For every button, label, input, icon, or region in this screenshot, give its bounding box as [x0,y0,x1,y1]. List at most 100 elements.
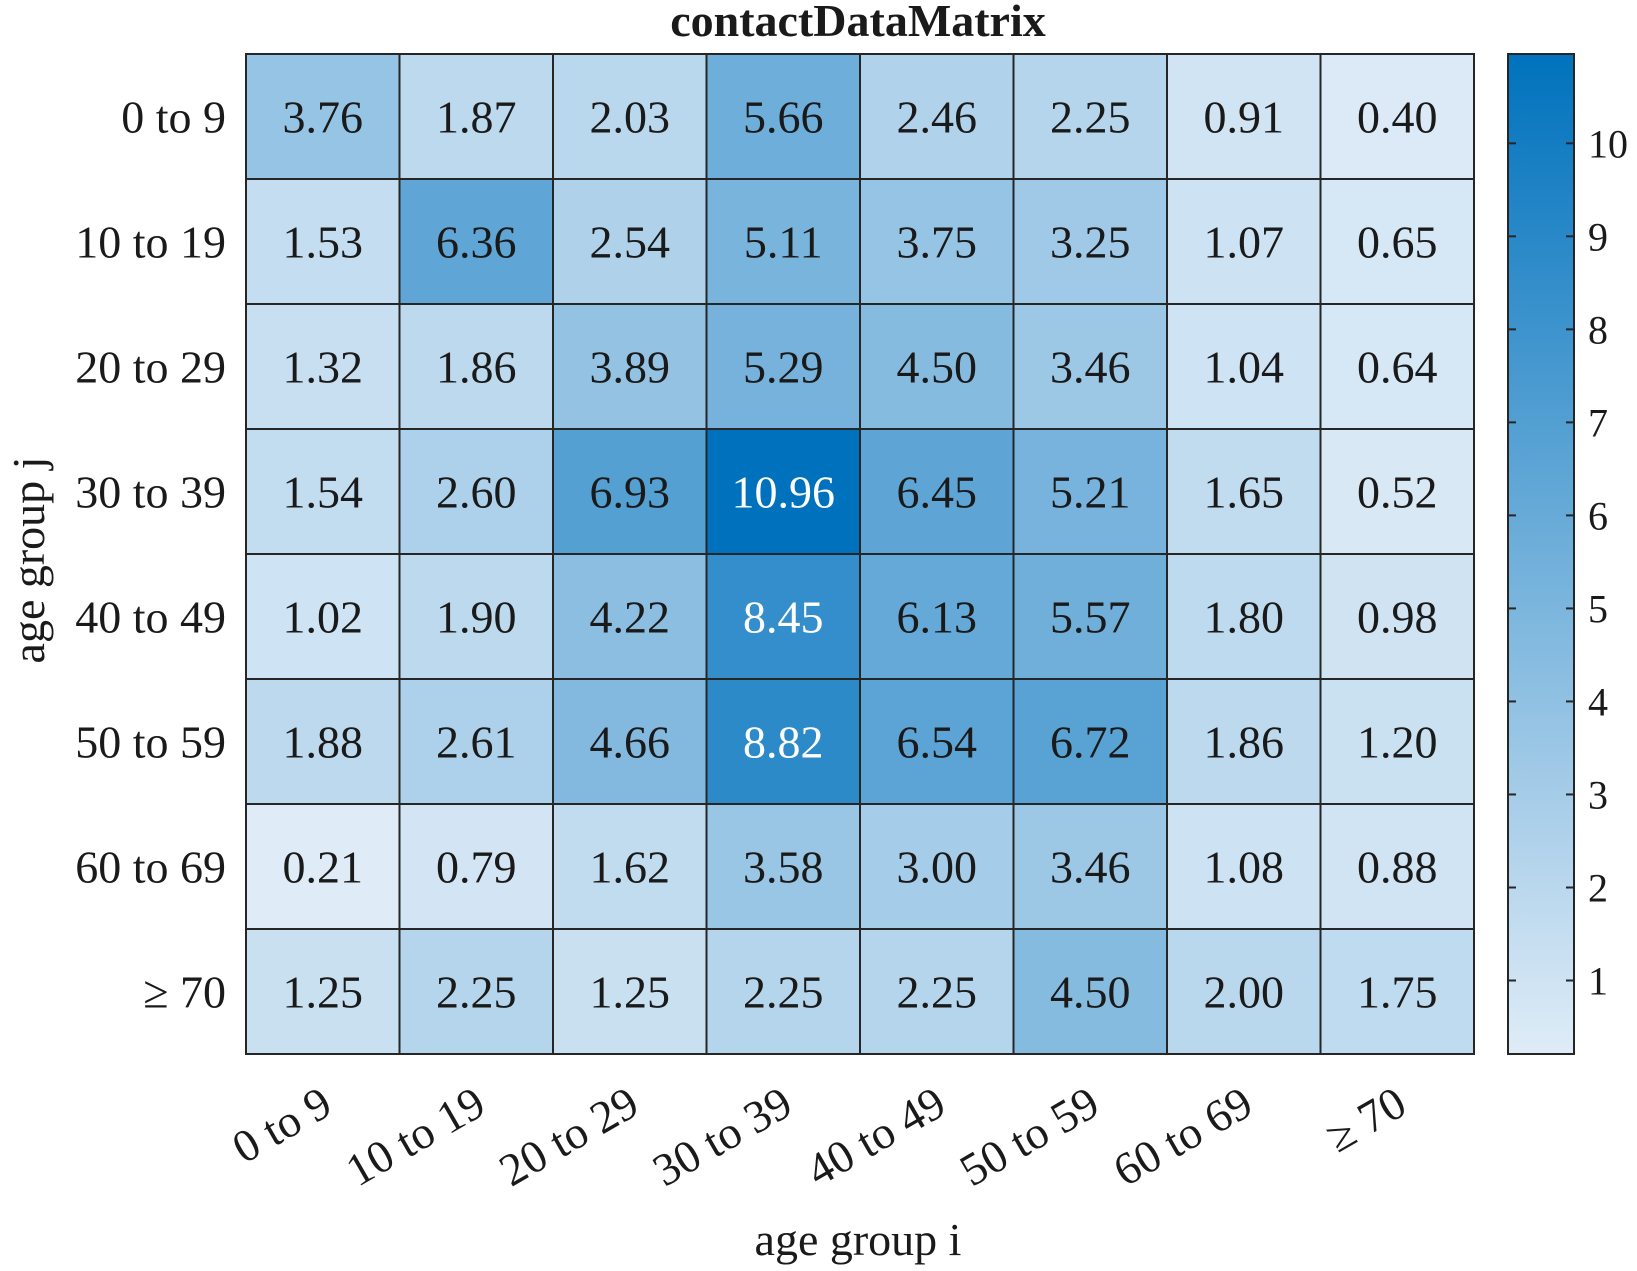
cell-value-label: 1.04 [1204,342,1285,393]
x-tick-label: 50 to 59 [951,1076,1107,1196]
heatmap-cell [705,553,861,680]
cell-value-label: 10.96 [732,467,836,518]
heatmap-cell [398,803,554,930]
cell-value-label: 1.80 [1204,592,1285,643]
heatmap-cell [245,928,401,1055]
y-tick-labels: 0 to 9 10 to 19 20 to 29 30 to 39 40 to 49 50… [75,92,226,1018]
heatmap-cell [552,678,708,805]
cell-value-label: 1.02 [283,592,364,643]
cell-value-label: 1.25 [590,967,671,1018]
heatmap-cell [859,678,1015,805]
heatmap-cell [859,428,1015,555]
heatmap-cell [705,303,861,430]
cell-value-label: 3.58 [743,842,824,893]
cell-value-label: 0.79 [436,842,517,893]
heatmap-cell [1166,678,1322,805]
colorbar-tick-label: 5 [1588,586,1608,631]
cell-value-label: 1.87 [436,92,517,143]
heatmap-cell [245,803,401,930]
heatmap-cell [245,428,401,555]
cell-value-label: 3.25 [1050,217,1131,268]
cell-value-label: 0.64 [1357,342,1438,393]
heatmap-cell [398,303,554,430]
cell-value-label: 3.46 [1050,342,1131,393]
cell-value-label: 2.00 [1204,967,1285,1018]
cell-value-label: 1.53 [283,217,364,268]
cell-value-label: 3.46 [1050,842,1131,893]
cell-value-label: 1.32 [283,342,364,393]
cell-value-label: 1.75 [1357,967,1438,1018]
y-tick-label: 50 to 59 [75,717,226,768]
heatmap-cell [398,678,554,805]
cell-value-label: 1.65 [1204,467,1285,518]
cell-value-label: 3.75 [897,217,978,268]
heatmap-cell [1166,553,1322,680]
heatmap-cell [1012,53,1168,180]
colorbar-tick-label: 4 [1588,679,1608,724]
heatmap-cell [1166,303,1322,430]
cell-value-label: 0.88 [1357,842,1438,893]
cell-value-label: 6.13 [897,592,978,643]
colorbar-gradient [1507,53,1575,1055]
cell-value-label: 5.11 [744,217,823,268]
cell-value-label: 1.90 [436,592,517,643]
x-tick-label: 10 to 19 [337,1076,493,1196]
heatmap-cell [1319,928,1475,1055]
colorbar-tick-label: 6 [1588,493,1608,538]
heatmap-cell [245,303,401,430]
cell-value-label: 2.54 [590,217,671,268]
cell-value-label: 6.54 [897,717,978,768]
colorbar-tick-label: 2 [1588,865,1608,910]
heatmap-cell [245,53,401,180]
heatmap-cell [552,928,708,1055]
y-tick-label: 30 to 39 [75,467,226,518]
cell-value-label: 1.25 [283,967,364,1018]
cell-value-label: 5.66 [743,92,824,143]
heatmap-cell [1012,553,1168,680]
cell-value-label: 4.50 [897,342,978,393]
heatmap-cell [552,303,708,430]
cell-value-label: 6.45 [897,467,978,518]
cell-value-label: 1.86 [436,342,517,393]
colorbar: 1 2 3 4 5 6 7 8 9 10 [1507,53,1628,1055]
colorbar-tick-label: 8 [1588,307,1608,352]
cell-value-label: 2.25 [743,967,824,1018]
heatmap-cell [705,428,861,555]
heatmap-cell [859,928,1015,1055]
heatmap-cell [1319,53,1475,180]
heatmap-cell [1166,428,1322,555]
cell-value-label: 2.25 [1050,92,1131,143]
heatmap-cell [1012,678,1168,805]
heatmap-cell [398,928,554,1055]
x-tick-label: 0 to 9 [224,1076,340,1173]
cell-value-label: 2.25 [897,967,978,1018]
cell-value-label: 1.07 [1204,217,1285,268]
cell-value-label: 6.72 [1050,717,1131,768]
cell-value-label: 4.66 [590,717,671,768]
cell-value-label: 8.82 [743,717,824,768]
cell-value-label: 2.03 [590,92,671,143]
cell-value-label: 2.46 [897,92,978,143]
y-tick-label: 10 to 19 [75,217,226,268]
chart-title: contactDataMatrix [670,0,1046,46]
heatmap-cell [1012,803,1168,930]
colorbar-tick-label: 7 [1588,400,1608,445]
heatmap-cell [705,928,861,1055]
cell-value-label: 2.60 [436,467,517,518]
colorbar-tick-label: 1 [1588,959,1608,1004]
cell-value-label: 3.00 [897,842,978,893]
heatmap-cell [552,803,708,930]
heatmap-cell [859,303,1015,430]
cell-value-label: 4.50 [1050,967,1131,1018]
y-tick-label: 40 to 49 [75,592,226,643]
cell-value-label: 0.65 [1357,217,1438,268]
cell-value-label: 0.98 [1357,592,1438,643]
cell-value-label: 1.62 [590,842,671,893]
heatmap-cell [1319,303,1475,430]
cell-value-label: 5.57 [1050,592,1131,643]
heatmap-cell [552,428,708,555]
cell-value-label: 6.93 [590,467,671,518]
cell-value-label: 2.61 [436,717,517,768]
cell-value-label: 0.52 [1357,467,1438,518]
